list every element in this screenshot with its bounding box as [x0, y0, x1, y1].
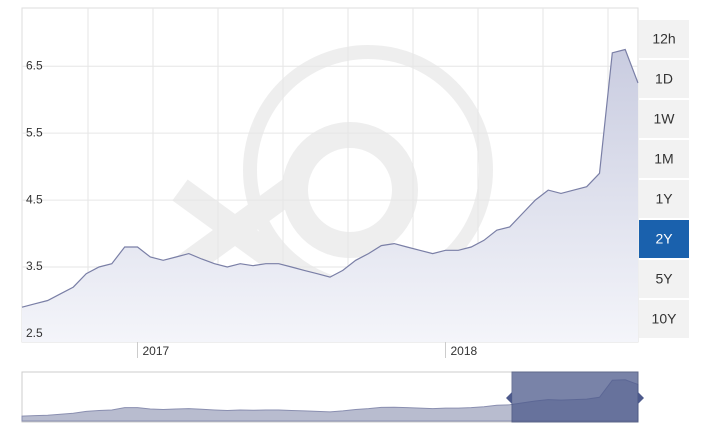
navigator-handle[interactable] — [506, 392, 512, 404]
range-button-bg[interactable] — [639, 100, 689, 138]
range-button-bg[interactable] — [639, 140, 689, 178]
y-tick-label: 2.5 — [26, 326, 43, 340]
range-button-label[interactable]: 5Y — [655, 271, 673, 287]
x-tick-label: 2018 — [451, 344, 478, 358]
range-button[interactable]: 1Y — [639, 180, 689, 218]
range-button-bg[interactable] — [639, 180, 689, 218]
range-button-label[interactable]: 2Y — [655, 231, 673, 247]
range-button-label[interactable]: 10Y — [652, 311, 678, 327]
y-tick-label: 4.5 — [26, 192, 43, 206]
area-line — [21, 48, 639, 308]
x-tick-label: 2017 — [143, 344, 170, 358]
range-button[interactable]: 1W — [639, 100, 689, 138]
range-button[interactable]: 2Y — [639, 220, 689, 258]
range-button-bg[interactable] — [639, 300, 689, 338]
range-button[interactable]: 1M — [639, 140, 689, 178]
navigator-handle[interactable] — [638, 392, 644, 404]
y-tick-label: 6.5 — [26, 58, 43, 72]
range-button[interactable]: 10Y — [639, 300, 689, 338]
range-button-bg[interactable] — [639, 20, 689, 58]
y-tick-label: 5.5 — [26, 125, 43, 139]
range-button-bg[interactable] — [639, 260, 689, 298]
range-button-label[interactable]: 1W — [654, 111, 676, 127]
range-button-bg[interactable] — [639, 60, 689, 98]
range-button[interactable]: 12h — [639, 20, 689, 58]
range-button-label[interactable]: 1M — [654, 151, 673, 167]
range-button-label[interactable]: 1D — [655, 71, 673, 87]
range-button-bg[interactable] — [639, 220, 689, 258]
y-tick-label: 3.5 — [26, 259, 43, 273]
range-button-label[interactable]: 1Y — [655, 191, 673, 207]
navigator-window[interactable] — [511, 371, 639, 423]
area-fill — [22, 49, 638, 342]
range-button[interactable]: 1D — [639, 60, 689, 98]
range-button-label[interactable]: 12h — [652, 31, 675, 47]
range-button[interactable]: 5Y — [639, 260, 689, 298]
